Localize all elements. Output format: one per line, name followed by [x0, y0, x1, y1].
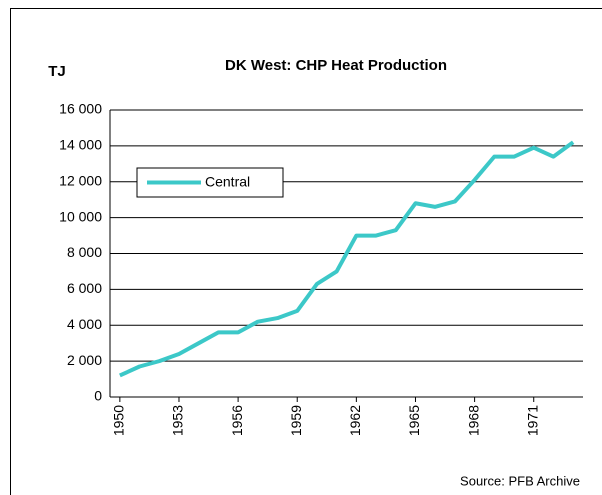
y-tick-label: 10 000	[59, 208, 102, 224]
y-tick-label: 2 000	[67, 352, 102, 368]
y-tick-label: 4 000	[67, 316, 102, 332]
y-tick-label: 6 000	[67, 280, 102, 296]
y-axis-label: TJ	[48, 63, 66, 80]
x-tick-label: 1968	[465, 405, 481, 436]
chart-title: DK West: CHP Heat Production	[225, 57, 447, 74]
x-tick-label: 1965	[406, 405, 422, 436]
y-tick-label: 8 000	[67, 244, 102, 260]
x-tick-label: 1971	[524, 405, 540, 436]
line	[119, 140, 575, 378]
x-tick-label: 1956	[229, 405, 245, 436]
y-tick-label: 0	[94, 388, 102, 404]
legend-label: Central	[205, 174, 250, 190]
x-tick-label: 1950	[111, 405, 127, 436]
x-tick-label: 1959	[288, 405, 304, 436]
x-tick-label: 1953	[170, 405, 186, 436]
y-tick-label: 16 000	[59, 101, 102, 117]
y-tick-label: 12 000	[59, 172, 102, 188]
y-tick-label: 14 000	[59, 137, 102, 153]
frame	[10, 8, 602, 495]
x-tick-label: 1962	[347, 405, 363, 436]
source-note: Source: PFB Archive	[460, 473, 580, 488]
